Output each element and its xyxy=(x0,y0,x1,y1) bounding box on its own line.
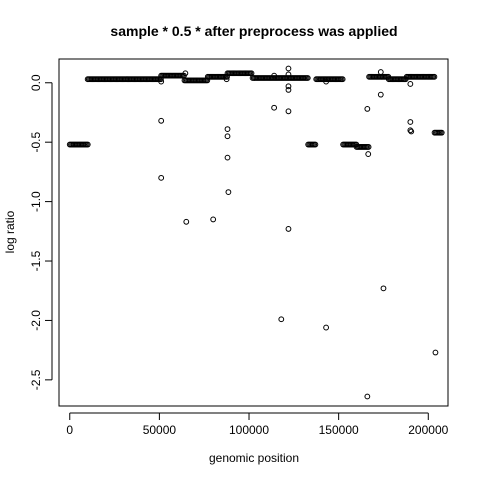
outlier-point xyxy=(271,72,278,79)
data-point xyxy=(157,76,164,83)
y-axis: 0.0 -0.5 -1.0 -1.5 -2.0 -2.5 xyxy=(29,74,53,390)
x-tick-label: 50000 xyxy=(143,423,177,437)
outlier-point xyxy=(323,78,330,85)
outlier-point xyxy=(365,151,372,157)
outlier-point xyxy=(364,106,371,112)
outlier-point xyxy=(158,78,165,85)
data-point xyxy=(304,75,311,81)
outlier-point xyxy=(285,108,292,115)
outlier-point xyxy=(224,126,231,133)
outlier-point xyxy=(377,69,384,75)
y-tick-label: -1.5 xyxy=(29,250,43,271)
outlier-point xyxy=(158,174,165,181)
outlier-point xyxy=(377,91,384,98)
y-tick-label: -1.0 xyxy=(29,191,43,212)
outlier-point xyxy=(432,349,439,356)
x-axis-label: genomic position xyxy=(209,451,299,465)
data-point xyxy=(312,141,319,148)
outlier-point xyxy=(285,226,292,232)
outlier-point xyxy=(271,104,278,111)
x-tick-label: 150000 xyxy=(319,423,359,437)
data-point xyxy=(84,141,91,148)
outlier-point xyxy=(323,324,330,331)
data-point xyxy=(431,73,438,80)
outlier-point xyxy=(407,127,414,134)
outlier-point xyxy=(285,71,292,78)
outlier-point xyxy=(225,189,232,196)
y-tick-label: -2.0 xyxy=(29,310,43,331)
y-tick-label: -2.5 xyxy=(29,369,43,390)
outlier-point xyxy=(285,87,292,93)
x-tick-label: 0 xyxy=(66,423,73,437)
outlier-point xyxy=(223,76,230,83)
y-tick-label: -0.5 xyxy=(29,132,43,153)
outlier-point xyxy=(158,117,165,124)
outlier-point xyxy=(407,119,414,125)
x-tick-label: 100000 xyxy=(229,423,269,437)
outlier-point xyxy=(182,70,189,77)
data-point xyxy=(365,144,372,150)
outlier-point xyxy=(364,393,371,400)
y-axis-label: log ratio xyxy=(3,210,17,253)
outlier-point xyxy=(210,216,217,223)
outlier-point xyxy=(224,154,231,161)
x-axis: 0 50000 100000 150000 200000 xyxy=(66,412,449,437)
outlier-point xyxy=(380,285,387,292)
data-point xyxy=(339,76,346,83)
outlier-point xyxy=(224,133,231,140)
x-tick-label: 200000 xyxy=(408,423,448,437)
outlier-point xyxy=(407,81,414,87)
chart-title: sample * 0.5 * after preprocess was appl… xyxy=(110,23,397,39)
outlier-point xyxy=(278,316,285,323)
data-point xyxy=(438,129,445,136)
outlier-point xyxy=(183,218,190,225)
outlier-point xyxy=(408,128,415,135)
data-points xyxy=(66,65,445,400)
plot-frame xyxy=(58,58,449,407)
y-tick-label: 0.0 xyxy=(29,74,43,91)
outlier-point xyxy=(285,83,292,90)
outlier-point xyxy=(285,65,292,72)
